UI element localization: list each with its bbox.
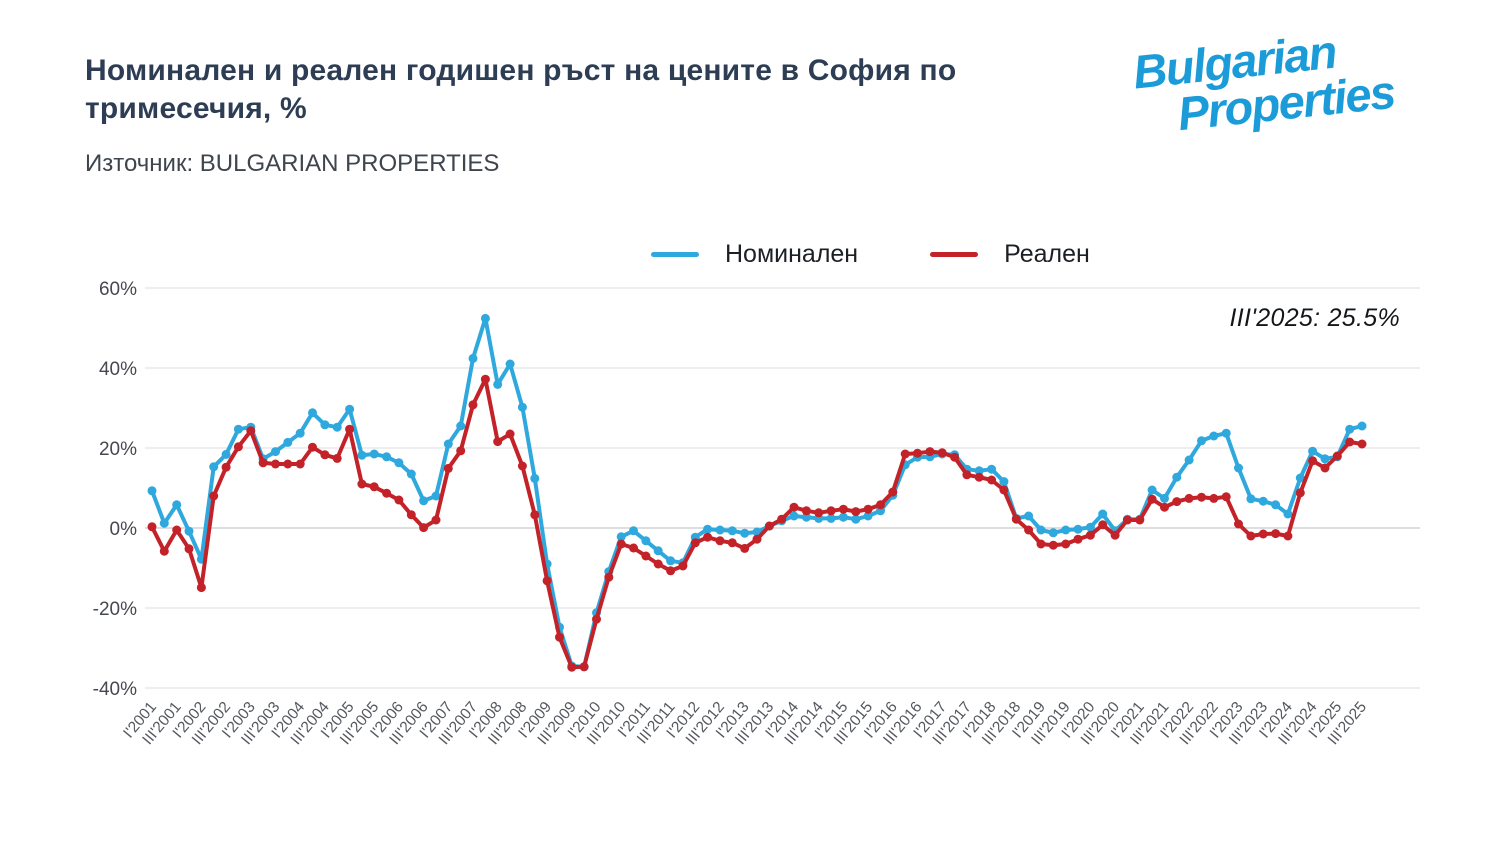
nominal-line xyxy=(150,316,1364,669)
page-title: Номинален и реален годишен ръст на ценит… xyxy=(85,54,957,126)
legend-label-nominal: Номинален xyxy=(725,240,859,268)
svg-text:40%: 40% xyxy=(99,359,137,380)
brand-logo: Bulgarian Properties xyxy=(1127,22,1402,140)
x-axis-labels: I'2001III'2001I'2002III'2002I'2003III'20… xyxy=(120,698,1370,748)
legend-item-nominal: Номинален xyxy=(651,240,858,269)
real-line-swatch-icon xyxy=(930,252,979,257)
svg-text:-40%: -40% xyxy=(93,679,137,700)
real-series xyxy=(147,374,1367,672)
nominal-line-swatch-icon xyxy=(651,252,699,257)
legend-label-real: Реален xyxy=(1004,240,1090,268)
gridlines xyxy=(145,287,1420,689)
source-label: Източник: BULGARIAN PROPERTIES xyxy=(85,150,500,177)
real-line xyxy=(150,377,1364,670)
latest-value-annotation: III'2025: 25.5% xyxy=(1229,304,1400,332)
chart-legend: Номинален Реален xyxy=(651,240,1090,269)
svg-text:60%: 60% xyxy=(99,279,137,300)
legend-item-real: Реален xyxy=(930,240,1090,269)
y-axis-labels: 60% 40% 20% 0% -20% -40% xyxy=(93,279,137,700)
svg-text:-20%: -20% xyxy=(93,599,137,620)
svg-text:0%: 0% xyxy=(110,519,138,540)
svg-text:20%: 20% xyxy=(99,439,137,460)
